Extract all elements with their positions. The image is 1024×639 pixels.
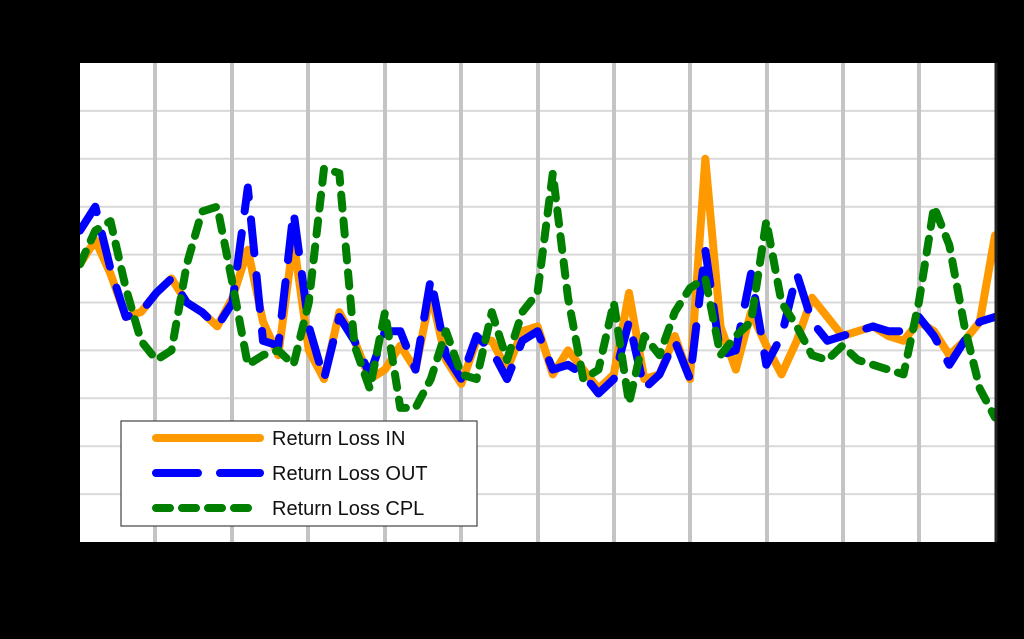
legend-label-in: Return Loss IN (272, 428, 405, 450)
legend-label-out: Return Loss OUT (272, 463, 428, 485)
legend-item-out: Return Loss OUT (152, 463, 428, 485)
legend-item-in: Return Loss IN (152, 428, 405, 450)
series-lines (80, 154, 995, 422)
legend-item-cpl: Return Loss CPL (152, 498, 424, 520)
series-line-cpl (80, 164, 995, 422)
legend: Return Loss IN Return Loss OUT Return Lo… (120, 420, 478, 527)
legend-label-cpl: Return Loss CPL (272, 498, 424, 520)
